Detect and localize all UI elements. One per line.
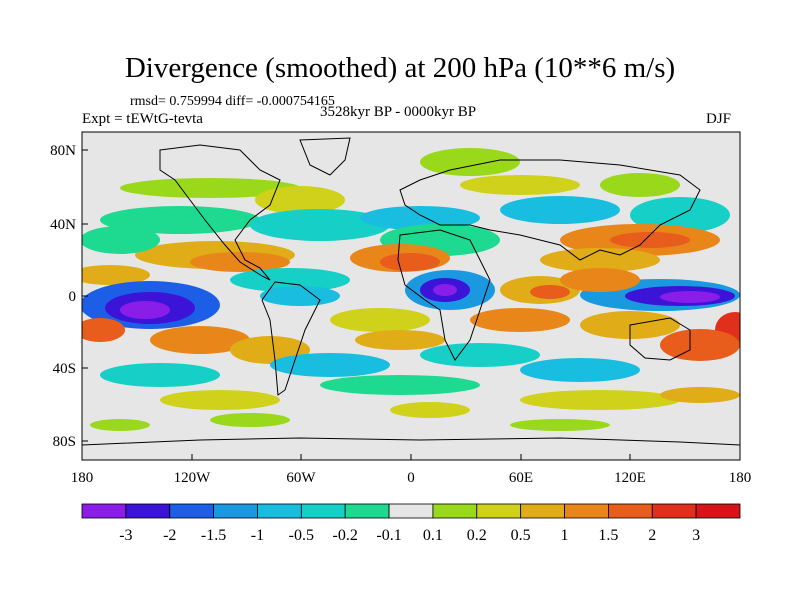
divergence-field — [82, 148, 740, 431]
x-tick-label: 120W — [174, 470, 212, 486]
colorbar-swatch — [476, 503, 522, 519]
colorbar-label: -1.5 — [201, 527, 226, 544]
x-tick-label: 60W — [286, 470, 316, 486]
colorbar-swatch — [125, 503, 171, 519]
colorbar-label: -3 — [119, 527, 132, 544]
colorbar-label: -0.1 — [376, 527, 401, 544]
colorbar-swatch — [213, 503, 258, 519]
experiment-label: Expt = tEWtG-tevta — [82, 111, 203, 127]
y-tick-label: 80S — [53, 434, 76, 450]
stats-label: rmsd= 0.759994 diff= -0.000754165 — [130, 94, 335, 109]
colorbar-swatch — [520, 503, 565, 519]
colorbar-label: -0.2 — [333, 527, 358, 544]
y-tick-label: 0 — [69, 289, 77, 305]
colorbar-label: 0.1 — [423, 527, 443, 544]
colorbar-swatch — [257, 503, 302, 519]
x-axis: 180 120W 60W 0 60E 120E 180 — [71, 454, 752, 486]
colorbar-label: 0.2 — [467, 527, 487, 544]
colorbar-label: 2 — [648, 527, 656, 544]
colorbar-label: 0.5 — [511, 527, 531, 544]
y-tick-label: 40N — [50, 217, 76, 233]
y-tick-label: 80N — [50, 143, 76, 159]
map-title: Divergence (smoothed) at 200 hPa (10**6 … — [124, 52, 676, 84]
colorbar-label: -1 — [251, 527, 264, 544]
x-tick-label: 120E — [614, 470, 646, 486]
colorbar-swatch — [169, 503, 215, 519]
x-tick-label: 180 — [729, 470, 752, 486]
x-tick-label: 0 — [407, 470, 415, 486]
period-label: 3528kyr BP - 0000kyr BP — [320, 104, 477, 120]
colorbar-label: 1.5 — [598, 527, 618, 544]
colorbar-swatch — [432, 503, 478, 519]
y-axis: 80N 40N 0 40S 80S — [50, 143, 88, 450]
colorbar: -3 -2 -1.5 -1 -0.5 -0.2 -0.1 0.1 0.2 0.5 1 1.5 2 3 — [81, 503, 741, 544]
colorbar-swatch — [388, 503, 434, 519]
colorbar-swatch — [608, 503, 653, 519]
x-tick-label: 60E — [509, 470, 533, 486]
colorbar-swatch — [695, 503, 741, 519]
colorbar-label: -0.5 — [289, 527, 314, 544]
y-tick-label: 40S — [53, 361, 76, 377]
colorbar-label: -2 — [163, 527, 176, 544]
colorbar-label: 3 — [692, 527, 700, 544]
coastlines — [82, 137, 740, 446]
colorbar-swatch — [300, 503, 346, 519]
season-label: DJF — [706, 111, 732, 127]
colorbar-swatch — [81, 503, 127, 519]
colorbar-swatch — [651, 503, 697, 519]
colorbar-swatch — [344, 503, 390, 519]
colorbar-label: 1 — [561, 527, 569, 544]
colorbar-swatch — [564, 503, 609, 519]
x-tick-label: 180 — [71, 470, 94, 486]
